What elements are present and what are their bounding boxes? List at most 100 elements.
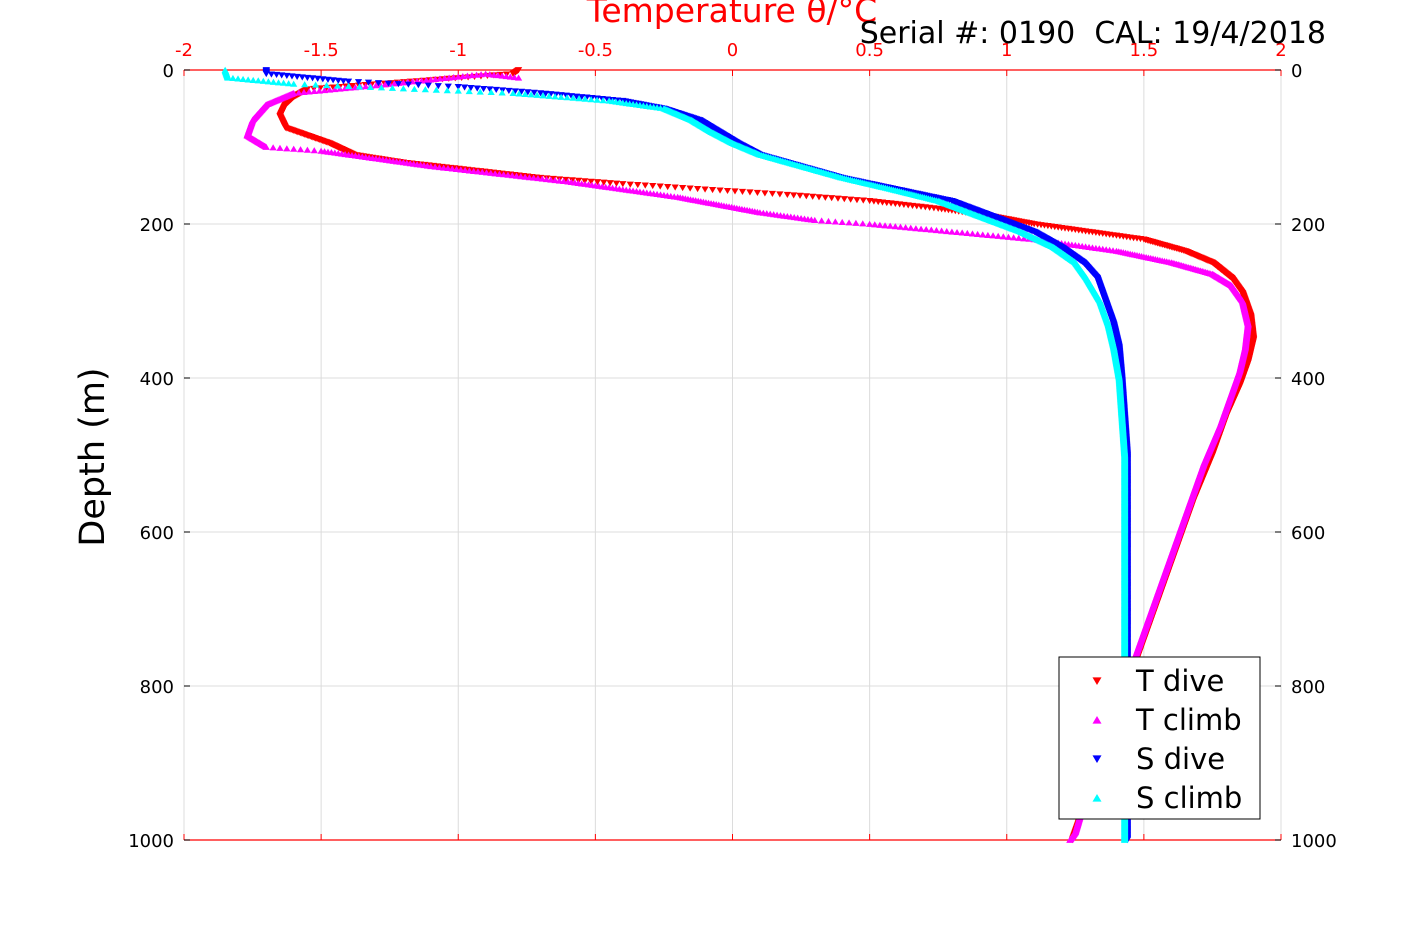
data-point — [776, 191, 784, 198]
data-point — [587, 178, 595, 185]
data-point — [508, 172, 516, 179]
data-point — [845, 219, 853, 226]
data-point — [269, 78, 278, 85]
data-point — [907, 224, 915, 231]
data-point — [301, 81, 309, 88]
data-point — [344, 78, 353, 85]
data-point — [932, 227, 941, 234]
data-point — [753, 189, 762, 197]
data-point — [300, 88, 308, 96]
data-point — [562, 176, 570, 183]
y-tick-label-left: 200 — [140, 215, 174, 236]
x-tick-label: 0.5 — [855, 40, 884, 61]
data-point — [551, 93, 559, 100]
data-point — [460, 84, 469, 91]
data-point — [555, 177, 563, 184]
data-point — [234, 75, 242, 82]
data-point — [476, 88, 484, 95]
data-point — [534, 175, 542, 182]
data-point — [809, 193, 817, 200]
data-point — [984, 231, 992, 238]
data-point — [533, 91, 541, 98]
data-point — [295, 89, 303, 96]
data-point — [545, 92, 553, 99]
data-point — [599, 97, 607, 104]
data-point — [384, 80, 393, 87]
data-point — [505, 87, 513, 94]
data-point — [927, 226, 935, 233]
data-point — [443, 87, 451, 94]
data-point — [815, 194, 823, 201]
data-point — [902, 224, 910, 231]
data-point — [431, 75, 439, 83]
data-point — [418, 77, 426, 84]
data-point — [524, 89, 532, 96]
data-point — [716, 187, 724, 194]
data-point — [567, 93, 575, 100]
data-point — [274, 79, 283, 86]
data-point — [1020, 235, 1028, 242]
data-point — [377, 84, 386, 91]
x-tick-label: -2 — [175, 40, 193, 61]
y-tick-label-left: 1000 — [128, 831, 174, 852]
y-tick-label-left: 400 — [140, 369, 174, 390]
data-point — [953, 228, 961, 236]
data-point — [293, 73, 301, 80]
data-point — [354, 79, 363, 86]
data-point — [399, 79, 407, 86]
data-point — [344, 82, 353, 90]
data-point — [542, 176, 551, 183]
data-point — [811, 216, 819, 224]
data-point — [427, 163, 435, 170]
data-point — [264, 78, 272, 85]
data-point — [320, 86, 329, 94]
data-point — [492, 86, 500, 94]
data-point — [331, 86, 339, 93]
series-s-climb — [221, 66, 1129, 843]
data-point — [831, 218, 839, 225]
data-point — [557, 93, 565, 100]
data-point — [530, 174, 538, 181]
data-point — [871, 221, 879, 228]
data-point — [444, 83, 452, 90]
data-point — [593, 179, 602, 186]
data-point — [362, 83, 370, 90]
data-point — [943, 227, 951, 235]
data-point — [768, 190, 776, 197]
data-point — [290, 145, 298, 152]
data-point — [239, 75, 247, 83]
data-point — [422, 76, 430, 83]
data-point — [454, 87, 462, 94]
data-point — [323, 82, 331, 89]
data-point — [479, 85, 488, 93]
data-point — [1066, 836, 1074, 843]
data-point — [693, 185, 702, 193]
data-point — [649, 183, 657, 190]
data-point — [440, 74, 449, 82]
data-point — [958, 229, 966, 236]
data-point — [664, 184, 672, 191]
data-point — [859, 220, 867, 227]
data-point — [285, 80, 293, 87]
data-point — [310, 87, 318, 95]
data-point — [404, 81, 412, 88]
data-point — [414, 82, 422, 89]
data-point — [671, 184, 679, 191]
data-point — [470, 167, 478, 174]
data-point — [917, 225, 925, 232]
data-point — [329, 77, 337, 84]
data-point — [896, 223, 905, 230]
data-point — [249, 76, 257, 83]
data-point — [334, 77, 342, 84]
data-point — [551, 176, 559, 184]
data-point — [487, 169, 495, 176]
data-point — [463, 72, 471, 79]
data-point — [587, 96, 595, 103]
y-tick-label-left: 0 — [163, 61, 174, 82]
y-tick-label-left: 800 — [140, 677, 174, 698]
data-point — [410, 85, 418, 92]
data-point — [315, 87, 324, 94]
data-point — [723, 187, 732, 195]
